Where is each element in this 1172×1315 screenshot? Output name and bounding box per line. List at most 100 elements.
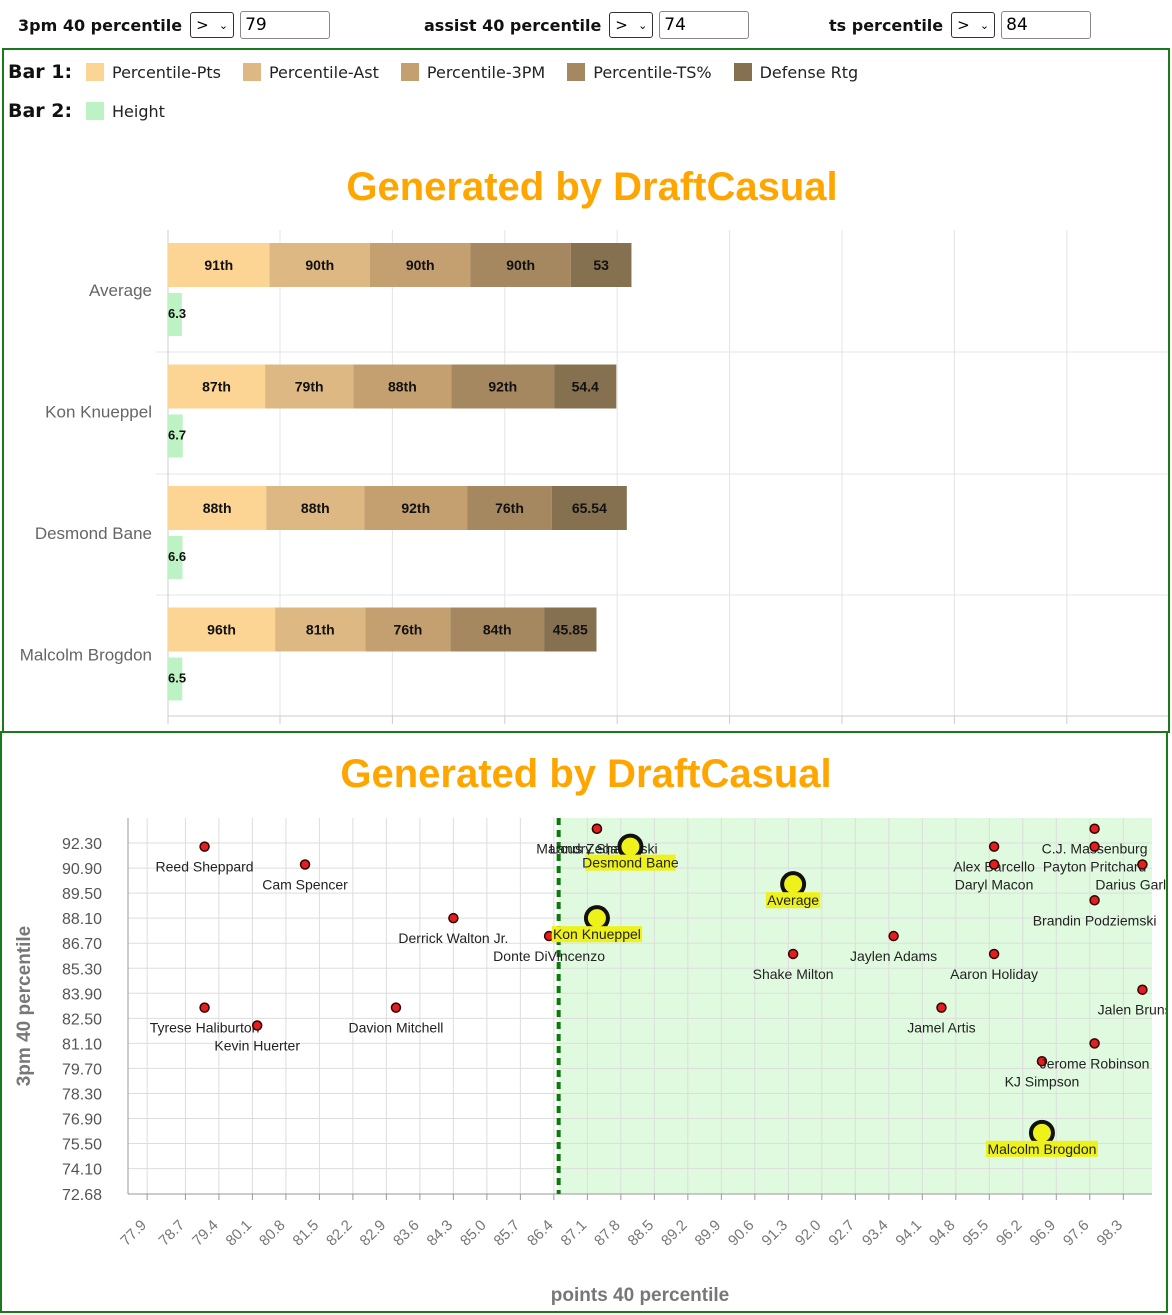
data-point — [1036, 1056, 1048, 1067]
bar-segment — [554, 364, 617, 409]
legend-label: Percentile-TS% — [593, 62, 712, 82]
point-label: Shake Milton — [753, 966, 834, 982]
point-label: Jaylen Adams — [850, 948, 937, 964]
x-tick-label: 81.5 — [290, 1217, 323, 1250]
data-point — [1089, 841, 1100, 852]
point-label: Donte DiVincenzo — [493, 948, 605, 964]
data-point — [591, 823, 603, 834]
bar-segment — [168, 243, 270, 287]
point-label: Jerome Robinson — [1040, 1055, 1150, 1071]
bar-segment — [266, 486, 365, 530]
x-tick-label: 82.9 — [357, 1217, 390, 1250]
x-tick-label: 98.3 — [1093, 1217, 1126, 1250]
point-label: Davion Mitchell — [348, 1020, 443, 1036]
x-tick-label: 87.1 — [558, 1217, 591, 1250]
x-tick-label: 90.6 — [725, 1217, 758, 1250]
bar-data-label: 92th — [401, 500, 430, 516]
x-tick-label: 96.2 — [993, 1217, 1026, 1250]
point-label: Payton Pritchard — [1043, 859, 1147, 875]
chart-title: Generated by DraftCasual — [346, 165, 837, 209]
legend-swatch — [400, 63, 419, 81]
x-tick-label: 89.9 — [692, 1217, 725, 1250]
data-point — [1089, 1038, 1100, 1049]
legend-swatch — [242, 63, 261, 81]
bar-data-label: 79th — [295, 379, 324, 395]
legend-label: Defense Rtg — [759, 62, 859, 82]
legend-swatch — [86, 63, 104, 81]
point-label: Kevin Huerter — [214, 1037, 300, 1053]
x-tick-label: 88.5 — [625, 1217, 658, 1250]
y-tick-label: 76.90 — [62, 1112, 102, 1129]
legend-swatch — [567, 63, 586, 81]
highlight-label: Average — [767, 892, 819, 908]
bar-data-label: 90th — [305, 257, 334, 273]
highlight-label: Malcolm Brogdon — [987, 1141, 1096, 1157]
category-label: Malcolm Brogdon — [20, 646, 152, 665]
chevron-down-icon: ⌄ — [218, 18, 229, 32]
data-point — [1089, 823, 1100, 834]
filter-assist-operator-select[interactable]: > ⌄ — [609, 12, 654, 38]
bar-data-label: 90th — [406, 257, 435, 273]
filter-3pm-operator-select[interactable]: > ⌄ — [190, 12, 235, 38]
bar-segment — [369, 243, 471, 287]
x-tick-label: 80.1 — [223, 1217, 256, 1250]
legend-label: Percentile-Ast — [268, 62, 379, 82]
legend-bar1-title: Bar 1: — [8, 61, 73, 83]
bar-segment — [470, 243, 571, 287]
y-tick-label: 72.68 — [62, 1187, 102, 1204]
y-tick-label: 81.10 — [62, 1036, 102, 1053]
height-data-label: 6.3 — [168, 306, 186, 321]
legend-bar1-item: Percentile-Ast — [242, 62, 379, 82]
x-tick-label: 78.7 — [156, 1217, 189, 1250]
y-tick-label: 92.30 — [62, 836, 102, 853]
bar-segment — [275, 607, 366, 652]
y-tick-label: 82.50 — [62, 1011, 102, 1028]
x-tick-label: 87.8 — [591, 1217, 624, 1250]
x-tick-label: 77.9 — [117, 1217, 150, 1250]
bar-data-label: 88th — [203, 500, 232, 516]
category-label: Average — [89, 281, 152, 300]
filter-3pm-value-input[interactable]: 79 — [240, 11, 331, 39]
x-tick-label: 95.5 — [959, 1217, 992, 1250]
filter-bar: 3pm 40 percentile > ⌄ 79 assist 40 percen… — [0, 0, 1172, 44]
legend-bar1-items: Percentile-Pts Percentile-Ast Percentile-3… — [86, 63, 880, 82]
filter-assist: assist 40 percentile > ⌄ 74 — [424, 10, 750, 40]
x-tick-label: 94.8 — [926, 1217, 959, 1250]
data-point — [988, 948, 1000, 960]
category-label: Desmond Bane — [35, 524, 152, 543]
bar-data-label: 88th — [388, 379, 417, 395]
legend-bar2-item: Height — [86, 102, 165, 121]
data-point — [988, 841, 1000, 852]
bar-data-label: 53 — [593, 257, 609, 273]
bar-segment — [269, 243, 370, 287]
filter-assist-value-input[interactable]: 74 — [659, 11, 750, 39]
x-tick-label: 94.1 — [892, 1217, 925, 1250]
bar-segment — [168, 364, 266, 409]
bar-segment — [451, 364, 555, 409]
y-tick-label: 74.10 — [62, 1162, 102, 1179]
highlight-label-bg — [551, 926, 643, 943]
legend-bar2-title: Bar 2: — [8, 100, 73, 122]
filter-ts-operator-value: > — [957, 16, 970, 34]
data-point — [199, 841, 210, 852]
filter-ts-operator-select[interactable]: > ⌄ — [951, 12, 996, 38]
bar-data-label: 91th — [204, 257, 233, 273]
legend-bar2-items: Height — [86, 102, 187, 121]
legend-bar2: Bar 2: Height — [8, 99, 187, 123]
filter-assist-operator-value: > — [615, 16, 628, 34]
height-data-label: 6.5 — [168, 671, 186, 686]
filter-ts-value-input[interactable]: 84 — [1001, 11, 1092, 39]
legend-swatch — [733, 63, 752, 81]
y-tick-label: 78.30 — [62, 1086, 102, 1103]
bar-segment — [364, 486, 468, 530]
filter-3pm-operator-value: > — [196, 16, 209, 34]
legend-bar1-item: Defense Rtg — [733, 62, 859, 82]
x-tick-label: 83.6 — [390, 1217, 423, 1250]
category-label: Kon Knueppel — [45, 403, 152, 422]
filter-ts-label: ts percentile — [829, 15, 944, 35]
legend-swatch — [86, 102, 104, 120]
bar-segment — [544, 607, 597, 652]
y-tick-label: 83.90 — [62, 986, 102, 1003]
bar-chart: Generated by DraftCasual Average 91th 90th 9… — [20, 165, 1168, 724]
scatter-chart: Generated by DraftCasual 77.9 78.7 79.4 80.1… — [14, 752, 1166, 1306]
